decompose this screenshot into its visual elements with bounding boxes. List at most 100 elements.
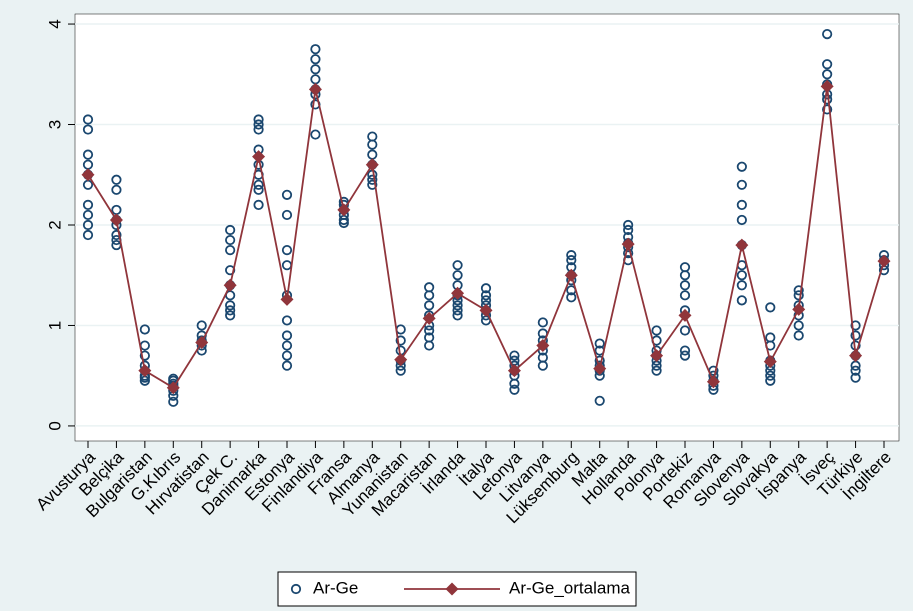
data-point	[765, 375, 776, 386]
mean-marker	[621, 237, 635, 251]
mean-marker	[849, 349, 863, 363]
mean-marker	[678, 308, 692, 322]
data-point	[253, 199, 264, 210]
data-point	[281, 340, 293, 351]
data-point	[281, 360, 293, 371]
mean-marker	[422, 311, 436, 325]
data-point	[765, 302, 776, 313]
data-point	[82, 149, 94, 160]
data-point	[765, 332, 776, 343]
data-point	[139, 350, 150, 361]
mean-marker	[252, 150, 266, 164]
data-point	[537, 352, 548, 363]
mean-marker	[280, 292, 294, 306]
data-point	[566, 292, 577, 303]
mean-marker	[877, 254, 891, 268]
data-point	[111, 174, 122, 185]
data-point	[82, 209, 94, 221]
data-point	[594, 338, 605, 349]
data-point	[850, 372, 861, 383]
data-point	[594, 395, 605, 406]
mean-marker	[820, 79, 834, 93]
data-point	[111, 229, 122, 241]
data-point	[822, 94, 833, 105]
data-point	[623, 224, 634, 236]
legend-marker	[445, 582, 459, 596]
data-point	[424, 300, 435, 311]
y-tick-label: 1	[45, 321, 64, 330]
mean-marker	[564, 268, 578, 282]
data-point	[281, 350, 293, 361]
mean-marker	[81, 168, 95, 182]
data-point	[395, 335, 406, 346]
mean-marker	[337, 203, 351, 217]
data-point	[679, 290, 691, 301]
data-point	[679, 262, 691, 273]
data-point	[765, 370, 776, 381]
data-point	[225, 300, 236, 311]
data-point	[822, 104, 833, 115]
data-point	[281, 189, 293, 200]
data-point	[480, 283, 492, 294]
data-point	[424, 282, 435, 293]
data-point	[367, 179, 378, 190]
data-point	[480, 290, 492, 301]
data-point	[822, 69, 833, 80]
data-point	[253, 124, 264, 135]
data-point	[736, 179, 747, 190]
data-point	[367, 174, 378, 185]
data-point	[139, 324, 150, 335]
mean-marker	[394, 353, 408, 367]
data-point	[679, 350, 691, 361]
data-point	[82, 199, 94, 210]
data-point	[651, 365, 662, 376]
data-point	[225, 224, 236, 236]
y-tick-label: 2	[45, 220, 64, 229]
plot-area	[74, 13, 900, 442]
y-tick-label: 3	[45, 120, 64, 129]
data-point	[281, 315, 293, 326]
data-point	[736, 295, 747, 306]
mean-marker	[792, 302, 806, 316]
data-point	[225, 245, 236, 256]
data-point	[424, 332, 435, 343]
data-point	[253, 114, 264, 125]
mean-marker	[109, 213, 123, 227]
legend-marker	[290, 583, 302, 595]
data-point	[566, 255, 577, 266]
data-point	[82, 114, 94, 125]
data-point	[452, 300, 463, 311]
data-point	[225, 310, 236, 321]
data-point	[679, 280, 691, 291]
data-point	[367, 131, 378, 142]
legend-label: Ar-Ge_ortalama	[509, 578, 630, 597]
data-point	[281, 330, 293, 341]
mean-marker	[451, 286, 465, 300]
data-point	[196, 320, 207, 331]
mean-marker	[138, 364, 152, 378]
data-point	[651, 325, 662, 336]
data-point	[82, 219, 94, 231]
data-point	[452, 270, 463, 281]
y-tick-label: 4	[45, 19, 64, 28]
data-point	[310, 64, 321, 75]
data-point	[281, 209, 293, 221]
data-point	[452, 305, 463, 316]
y-tick-label: 0	[45, 421, 64, 430]
data-point	[566, 250, 577, 261]
data-point	[82, 124, 94, 135]
data-point	[424, 325, 435, 336]
data-point	[793, 330, 804, 341]
data-point	[225, 305, 236, 316]
mean-marker	[223, 278, 237, 292]
data-point	[822, 59, 833, 70]
data-point	[793, 320, 804, 331]
data-point	[168, 396, 179, 407]
data-point	[310, 44, 321, 55]
data-point	[736, 280, 747, 291]
data-point	[736, 214, 747, 226]
mean-marker	[479, 303, 493, 317]
mean-marker	[650, 349, 664, 363]
data-point	[537, 317, 548, 328]
data-point	[679, 325, 691, 336]
